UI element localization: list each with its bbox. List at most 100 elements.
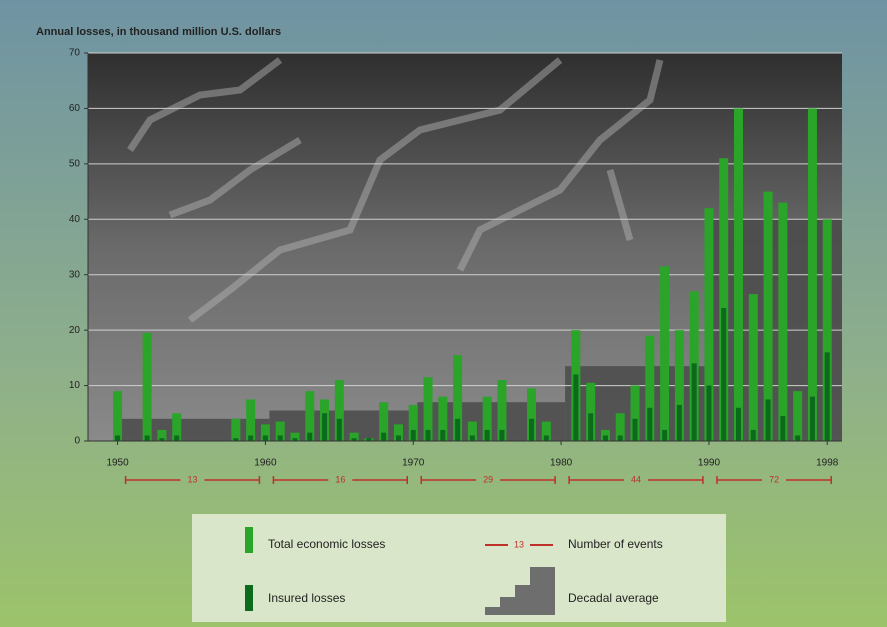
total-loss-bar [408, 404, 418, 441]
total-loss-bar [527, 388, 537, 441]
insured-loss-bar [617, 435, 623, 441]
insured-loss-bar [455, 418, 461, 441]
insured-loss-bar [248, 435, 254, 441]
insured-loss-bar [676, 404, 682, 441]
insured-loss-bar [115, 435, 121, 441]
legend-event-sample: 13 [514, 539, 524, 549]
insured-loss-bar [410, 429, 416, 441]
total-loss-bar [305, 391, 315, 441]
legend-swatch-total [245, 527, 253, 553]
insured-loss-bar [588, 413, 594, 441]
total-loss-bar [157, 429, 167, 441]
event-count: 72 [769, 474, 779, 484]
total-loss-bar [113, 391, 123, 441]
x-tick-label: 1960 [254, 458, 277, 469]
total-loss-bar [393, 424, 403, 441]
insured-loss-bar [381, 432, 387, 441]
total-loss-bar [748, 294, 758, 441]
insured-loss-bar [706, 385, 712, 441]
total-loss-bar [822, 219, 832, 441]
total-loss-bar [482, 396, 492, 441]
insured-loss-bar [602, 435, 608, 441]
total-loss-bar [423, 377, 433, 441]
y-tick-label: 30 [69, 269, 81, 280]
legend: Total economic losses Insured losses 13 … [192, 514, 726, 622]
total-loss-bar [704, 208, 714, 441]
legend-label: Number of events [568, 537, 663, 551]
chart-title: Annual losses, in thousand million U.S. … [36, 26, 281, 38]
total-loss-bar [660, 266, 670, 441]
y-tick-label: 70 [69, 48, 81, 59]
insured-loss-bar [336, 418, 342, 441]
insured-loss-bar [543, 435, 549, 441]
insured-loss-bar [144, 435, 150, 441]
total-loss-bar [778, 202, 788, 441]
insured-loss-bar [159, 438, 165, 441]
lightning-decoration [127, 57, 664, 323]
insured-loss-bar [351, 438, 357, 441]
total-loss-bar [231, 418, 241, 441]
insured-loss-bar [395, 435, 401, 441]
total-loss-bar [630, 385, 640, 441]
insured-loss-bar [632, 418, 638, 441]
insured-loss-bar [765, 399, 771, 441]
insured-loss-bar [780, 416, 786, 441]
total-loss-bar [541, 421, 551, 441]
total-loss-bar [379, 402, 389, 441]
insured-loss-bar [233, 438, 239, 441]
x-tick-label: 1980 [550, 458, 573, 469]
insured-loss-bar [307, 432, 313, 441]
x-tick-label: 1998 [816, 458, 839, 469]
y-tick-label: 20 [69, 325, 81, 336]
insured-loss-bar [425, 429, 431, 441]
total-loss-bar [334, 380, 344, 441]
insured-loss-bar [647, 407, 653, 441]
insured-loss-bar [691, 363, 697, 441]
insured-loss-bar [484, 429, 490, 441]
total-loss-bar [586, 382, 596, 441]
insured-loss-bar [529, 418, 535, 441]
total-loss-bar [719, 158, 729, 442]
insured-loss-bar [736, 407, 742, 441]
y-tick-label: 40 [69, 214, 81, 225]
total-loss-bar [497, 380, 507, 441]
total-loss-bar [807, 108, 817, 441]
insured-loss-bar [469, 435, 475, 441]
insured-loss-bar [292, 438, 298, 441]
total-loss-bar [674, 330, 684, 441]
y-tick-label: 60 [69, 103, 81, 114]
insured-loss-bar [440, 429, 446, 441]
insured-loss-bar [662, 429, 668, 441]
legend-box [192, 514, 726, 622]
x-tick-label: 1970 [402, 458, 425, 469]
y-tick-label: 10 [69, 380, 81, 391]
legend-label: Total economic losses [268, 537, 385, 551]
legend-label: Decadal average [568, 591, 659, 605]
total-loss-bar [260, 424, 270, 441]
total-loss-bar [645, 335, 655, 441]
total-loss-bar [246, 399, 256, 441]
insured-loss-bar [262, 435, 268, 441]
total-loss-bar [275, 421, 285, 441]
insured-loss-bar [750, 429, 756, 441]
total-loss-bar [438, 396, 448, 441]
total-loss-bar [453, 355, 463, 441]
event-count: 13 [187, 474, 197, 484]
event-count: 29 [483, 474, 493, 484]
insured-loss-bar [809, 396, 815, 441]
insured-loss-bar [277, 435, 283, 441]
total-loss-bar [172, 413, 182, 441]
insured-loss-bar [721, 307, 727, 441]
x-tick-label: 1950 [106, 458, 129, 469]
insured-loss-bar [795, 435, 801, 441]
total-loss-bar [793, 391, 803, 441]
insured-loss-bar [499, 429, 505, 441]
total-loss-bar [142, 332, 152, 441]
legend-label: Insured losses [268, 591, 345, 605]
legend-swatch-insured [245, 585, 253, 611]
legend-decadal-swatch [485, 567, 555, 615]
total-loss-bar [349, 432, 359, 441]
event-count: 44 [631, 474, 641, 484]
total-loss-bar [615, 413, 625, 441]
